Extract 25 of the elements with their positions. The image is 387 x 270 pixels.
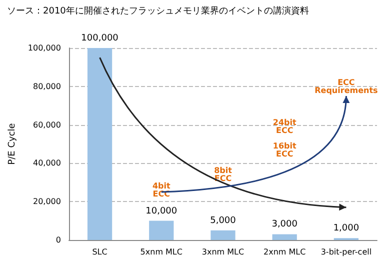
bar (149, 220, 174, 240)
y-tick-label: 40,000 (32, 158, 61, 168)
data-label: 1,000 (333, 224, 360, 234)
data-label: 100,000 (81, 34, 119, 44)
x-tick-label: 3-bit-per-cell (320, 248, 372, 256)
x-tick-label: 5xnm MLC (140, 248, 183, 256)
annotation: 16bit ECC (272, 141, 296, 158)
bar (210, 230, 236, 240)
y-tick-label: 80,000 (32, 82, 61, 91)
bar (272, 234, 297, 240)
y-axis-title: P/E Cycle (8, 122, 18, 165)
data-label: 10,000 (146, 206, 178, 216)
x-tick-label: 3xnm MLC (202, 248, 244, 256)
data-label: 5,000 (210, 216, 236, 226)
x-tick-label: 2xnm MLC (264, 248, 306, 256)
y-tick-label: 60,000 (32, 120, 61, 130)
y-tick-label: 100,000 (28, 44, 61, 52)
bar (87, 48, 112, 240)
x-tick-label: SLC (92, 248, 108, 256)
data-label: 3,000 (272, 220, 298, 230)
y-tick-label: 20,000 (32, 197, 61, 206)
annotation: ECC Requirements (314, 78, 378, 95)
chart-title: ソース：2010年に開催されたフラッシュメモリ業界のイベントの講演資料 (7, 6, 309, 16)
y-tick-label: 0 (56, 236, 61, 244)
annotation: 24bit ECC (272, 118, 296, 136)
